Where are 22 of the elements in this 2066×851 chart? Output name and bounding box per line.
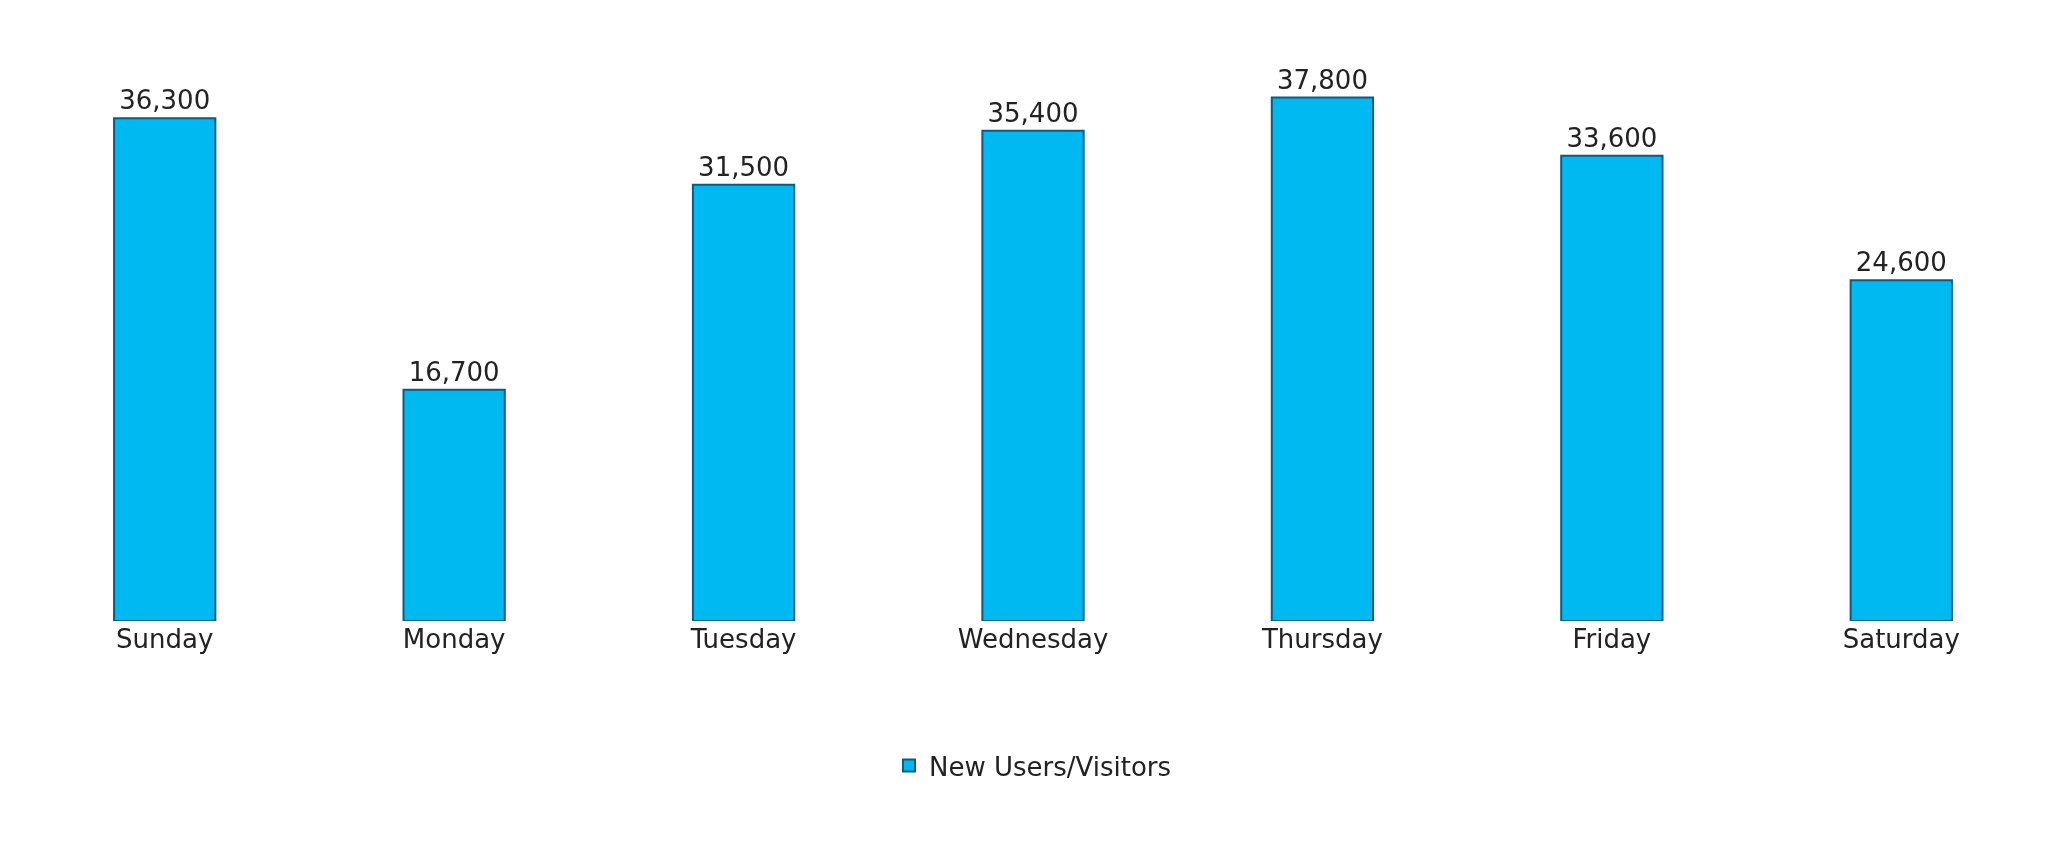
data-label: 31,500 [698, 151, 790, 182]
data-label: 24,600 [1855, 247, 1947, 278]
bar [1270, 96, 1375, 621]
bar [402, 388, 506, 621]
bar [691, 183, 796, 621]
bar [981, 129, 1085, 621]
bar [1849, 279, 1953, 621]
x-tick-label: Saturday [1842, 624, 1960, 654]
data-label: 37,800 [1276, 64, 1368, 95]
legend-label: New Users/Visitors [929, 751, 1172, 782]
bar [1560, 154, 1664, 621]
data-label: 16,700 [408, 356, 500, 387]
x-tick-label: Tuesday [689, 624, 797, 654]
x-tick-label: Friday [1572, 624, 1652, 654]
x-tick-label: Thursday [1260, 624, 1383, 654]
data-label: 36,300 [119, 85, 211, 116]
bar [113, 117, 217, 621]
data-label: 33,600 [1566, 122, 1658, 153]
x-tick-label: Wednesday [957, 624, 1109, 654]
data-label: 35,400 [987, 97, 1079, 128]
x-tick-label: Sunday [116, 624, 214, 654]
x-tick-label: Monday [402, 624, 506, 654]
